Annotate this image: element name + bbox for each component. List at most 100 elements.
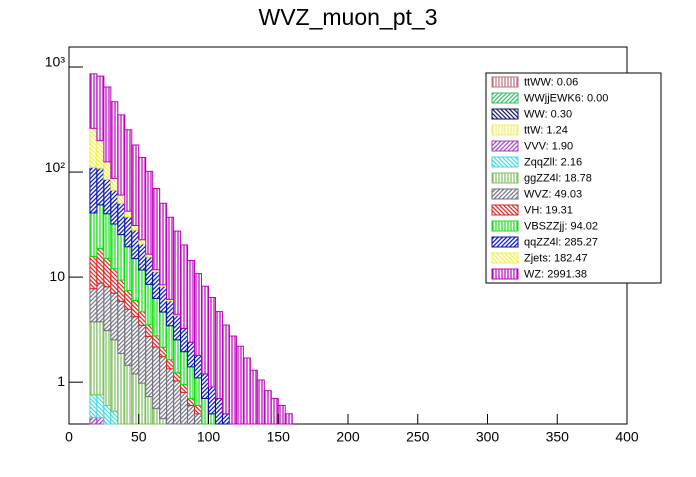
hist-bar	[214, 311, 223, 399]
x-tick-label: 300	[476, 429, 500, 445]
hist-bar	[221, 413, 230, 425]
legend-swatch	[491, 156, 519, 168]
hist-bar	[166, 300, 175, 327]
hist-bar	[138, 243, 147, 271]
hist-bar	[117, 300, 126, 354]
legend-label: ttWW: 0.06	[524, 76, 578, 88]
x-tick-label: 200	[336, 429, 360, 445]
legend-swatch	[491, 92, 519, 104]
hist-bar	[131, 258, 140, 301]
hist-bar	[187, 366, 196, 399]
legend-label: WVZ: 49.03	[524, 188, 582, 200]
hist-bar	[110, 177, 119, 191]
x-tick-label: 400	[615, 429, 639, 445]
hist-bar	[201, 373, 209, 399]
hist-bar	[228, 335, 237, 425]
chart-title: WVZ_muon_pt_3	[259, 4, 438, 30]
y-tick-label: 10²	[45, 159, 66, 175]
hist-bar	[131, 316, 140, 375]
hist-bar	[173, 314, 182, 341]
hist-bar	[242, 357, 251, 425]
hist-bar	[89, 417, 98, 425]
hist-bar	[159, 418, 168, 425]
y-tick-label: 10³	[45, 54, 66, 70]
hist-bar	[110, 292, 119, 341]
hist-bar	[131, 373, 140, 425]
hist-bar	[96, 75, 105, 142]
y-tick-label: 1	[57, 373, 65, 389]
hist-bar	[208, 296, 216, 388]
hist-bar	[145, 256, 154, 285]
hist-bar	[145, 283, 154, 326]
hist-bar	[173, 380, 182, 425]
hist-bar	[117, 234, 126, 281]
legend-swatch	[491, 220, 519, 232]
hist-bar	[194, 273, 203, 356]
hist-bar	[152, 271, 161, 299]
hist-bar	[89, 255, 98, 290]
hist-bar	[180, 351, 189, 386]
legend-label: VBSZZjj: 94.02	[524, 220, 598, 232]
hist-bar	[131, 225, 140, 231]
hist-bar	[159, 285, 168, 313]
hist-bar	[284, 413, 293, 425]
legend-swatch	[491, 172, 519, 184]
hist-bar	[89, 212, 98, 257]
hist-bar	[103, 330, 112, 406]
hist-bar	[110, 101, 119, 179]
hist-bar	[103, 286, 112, 332]
hist-bar	[96, 167, 105, 206]
hist-bar	[208, 386, 216, 415]
hist-bar	[89, 394, 98, 419]
hist-bar	[124, 364, 133, 425]
hist-bar	[138, 156, 147, 241]
hist-bar	[145, 324, 154, 337]
hist-bar	[110, 268, 119, 294]
hist-bar	[124, 308, 133, 366]
legend-swatch	[491, 108, 519, 120]
hist-bar	[89, 166, 98, 214]
legend-swatch	[491, 268, 519, 280]
legend-label: WW: 0.30	[524, 108, 572, 120]
hist-bar	[152, 346, 161, 410]
hist-bar	[152, 187, 161, 271]
hist-bar	[103, 404, 112, 425]
hist-bar	[117, 114, 126, 196]
hist-bar	[103, 86, 112, 163]
hist-bar	[159, 311, 168, 348]
hist-bar	[166, 359, 175, 370]
legend-swatch	[491, 188, 519, 200]
legend-label: qqZZ4l: 285.27	[524, 236, 598, 248]
hist-bar	[110, 223, 119, 270]
legend-swatch	[491, 76, 519, 88]
hist-bar	[187, 341, 196, 368]
hist-bar	[124, 290, 133, 310]
legend-swatch	[491, 140, 519, 152]
hist-bar	[131, 229, 140, 260]
hist-bar	[166, 216, 175, 300]
hist-bar	[138, 239, 147, 245]
hist-bar	[138, 269, 147, 313]
hist-bar	[138, 311, 147, 326]
hist-bar	[194, 377, 203, 406]
hist-bar	[103, 213, 112, 259]
hist-bar	[96, 321, 105, 396]
legend-label: WZ: 2991.38	[524, 268, 587, 280]
hist-bar	[235, 345, 244, 425]
hist-bar	[138, 382, 147, 425]
hist-bar	[270, 397, 279, 425]
hist-bar	[96, 417, 105, 425]
hist-bar	[96, 140, 105, 169]
hist-bar	[110, 410, 119, 425]
hist-bar	[187, 404, 196, 425]
legend-swatch	[491, 236, 519, 248]
legend-swatch	[491, 204, 519, 216]
hist-bar	[159, 202, 168, 286]
hist-bar	[152, 297, 161, 337]
legend-label: VVV: 1.90	[524, 140, 573, 152]
legend-label: Zjets: 182.47	[524, 252, 588, 264]
hist-bar	[180, 244, 189, 329]
hist-bar	[117, 279, 126, 302]
y-tick-label: 10	[49, 268, 65, 284]
